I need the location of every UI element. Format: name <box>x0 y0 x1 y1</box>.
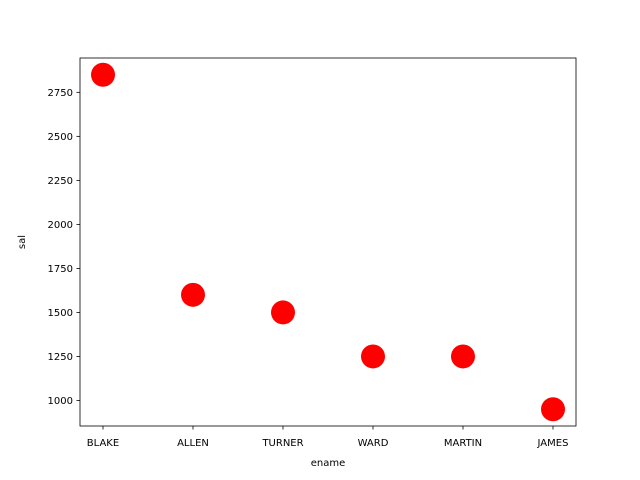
plot-area-frame <box>79 57 577 427</box>
y-axis-title: sal <box>17 235 28 249</box>
data-point-martin <box>451 344 475 369</box>
y-tick-label: 2500 <box>48 132 73 143</box>
chart-marks <box>91 62 565 422</box>
x-tick-label-james: JAMES <box>537 438 569 449</box>
x-tick-label-allen: ALLEN <box>177 438 209 449</box>
x-axis: BLAKE ALLEN TURNER WARD MARTIN JAMES <box>87 426 569 449</box>
data-point-blake <box>91 62 115 87</box>
x-tick-label-ward: WARD <box>358 438 389 449</box>
y-tick-label: 2750 <box>48 88 73 99</box>
y-tick-label: 1000 <box>48 396 73 407</box>
y-tick-label: 1500 <box>48 308 73 319</box>
data-point-james <box>541 397 565 422</box>
data-point-turner <box>271 300 295 325</box>
y-tick-label: 2000 <box>48 220 73 231</box>
y-tick-label: 2250 <box>48 176 73 187</box>
y-tick-label: 1250 <box>48 352 73 363</box>
x-tick-label-blake: BLAKE <box>87 438 119 449</box>
y-axis: 1000 1250 1500 1750 2000 2250 2500 2750 <box>48 88 80 407</box>
x-tick-label-martin: MARTIN <box>444 438 482 449</box>
y-tick-label: 1750 <box>48 264 73 275</box>
data-point-allen <box>181 282 205 307</box>
x-tick-label-turner: TURNER <box>261 438 303 449</box>
data-point-ward <box>361 344 385 369</box>
x-axis-title: ename <box>311 458 346 469</box>
